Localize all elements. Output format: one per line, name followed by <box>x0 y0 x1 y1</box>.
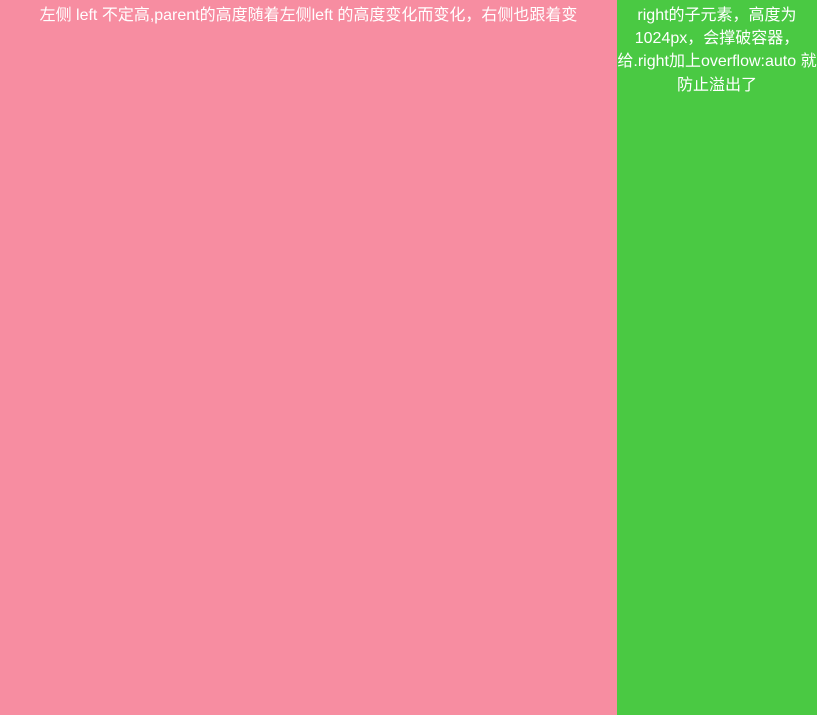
parent-container: 左侧 left 不定高,parent的高度随着左侧left 的高度变化而变化，右… <box>0 0 817 715</box>
right-inner-content: right的子元素，高度为1024px，会撑破容器，给.right加上overf… <box>617 4 817 715</box>
right-panel: right的子元素，高度为1024px，会撑破容器，给.right加上overf… <box>617 0 817 715</box>
left-panel-text: 左侧 left 不定高,parent的高度随着左侧left 的高度变化而变化，右… <box>40 7 578 24</box>
page-viewport[interactable]: 左侧 left 不定高,parent的高度随着左侧left 的高度变化而变化，右… <box>0 0 817 715</box>
left-panel: 左侧 left 不定高,parent的高度随着左侧left 的高度变化而变化，右… <box>0 0 617 715</box>
right-panel-text: right的子元素，高度为1024px，会撑破容器，给.right加上overf… <box>617 7 816 94</box>
